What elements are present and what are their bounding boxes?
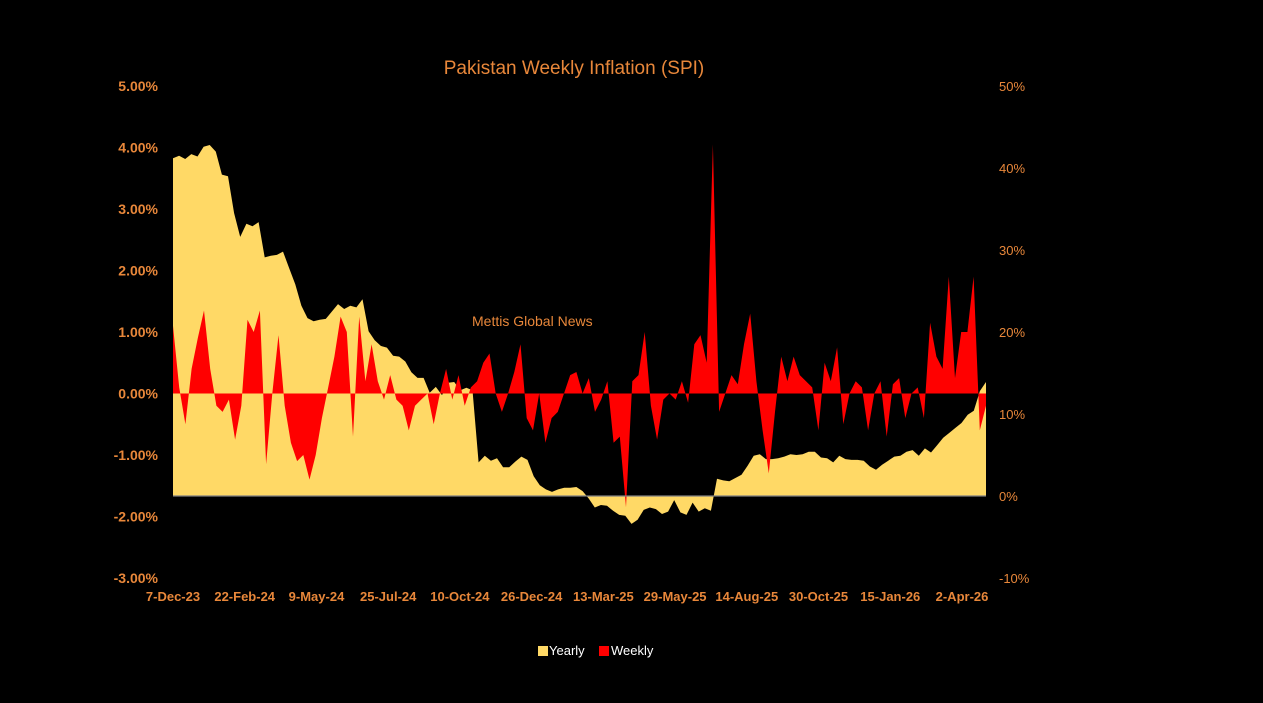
right-tick-label: 50% bbox=[999, 79, 1025, 94]
watermark: Mettis Global News bbox=[472, 313, 593, 329]
left-tick-label: 1.00% bbox=[118, 324, 158, 340]
x-tick-label: 14-Aug-25 bbox=[715, 589, 778, 604]
legend-swatch-weekly bbox=[599, 646, 609, 656]
plot-area bbox=[173, 144, 986, 524]
x-tick-label: 13-Mar-25 bbox=[573, 589, 634, 604]
left-tick-label: 5.00% bbox=[118, 78, 158, 94]
x-axis: 7-Dec-23 22-Feb-24 9-May-24 25-Jul-24 10-Oct… bbox=[146, 589, 988, 604]
x-tick-label: 30-Oct-25 bbox=[789, 589, 848, 604]
x-tick-label: 10-Oct-24 bbox=[430, 589, 490, 604]
right-tick-label: 10% bbox=[999, 407, 1025, 422]
left-tick-label: -2.00% bbox=[114, 509, 159, 525]
x-tick-label: 7-Dec-23 bbox=[146, 589, 200, 604]
left-tick-label: -1.00% bbox=[114, 447, 159, 463]
right-tick-label: 20% bbox=[999, 325, 1025, 340]
left-tick-label: -3.00% bbox=[114, 570, 159, 586]
legend-label-yearly: Yearly bbox=[549, 643, 585, 658]
legend-swatch-yearly bbox=[538, 646, 548, 656]
left-tick-label: 2.00% bbox=[118, 263, 158, 279]
legend: Yearly Weekly bbox=[538, 643, 654, 658]
right-axis: 50% 40% 30% 20% 10% 0% -10% bbox=[999, 79, 1030, 586]
x-tick-label: 9-May-24 bbox=[289, 589, 345, 604]
right-tick-label: 30% bbox=[999, 243, 1025, 258]
x-tick-label: 26-Dec-24 bbox=[501, 589, 563, 604]
yearly-area bbox=[173, 145, 986, 524]
x-tick-label: 22-Feb-24 bbox=[214, 589, 275, 604]
left-tick-label: 3.00% bbox=[118, 201, 158, 217]
right-tick-label: 40% bbox=[999, 161, 1025, 176]
right-tick-label: -10% bbox=[999, 571, 1030, 586]
x-tick-label: 15-Jan-26 bbox=[860, 589, 920, 604]
x-tick-label: 25-Jul-24 bbox=[360, 589, 417, 604]
legend-label-weekly: Weekly bbox=[611, 643, 654, 658]
chart-title: Pakistan Weekly Inflation (SPI) bbox=[444, 58, 704, 79]
x-tick-label: 2-Apr-26 bbox=[936, 589, 989, 604]
left-axis: 5.00% 4.00% 3.00% 2.00% 1.00% 0.00% -1.00% -2.0… bbox=[114, 78, 159, 586]
left-tick-label: 4.00% bbox=[118, 140, 158, 156]
left-tick-label: 0.00% bbox=[118, 386, 158, 402]
right-tick-label: 0% bbox=[999, 489, 1018, 504]
x-tick-label: 29-May-25 bbox=[644, 589, 707, 604]
